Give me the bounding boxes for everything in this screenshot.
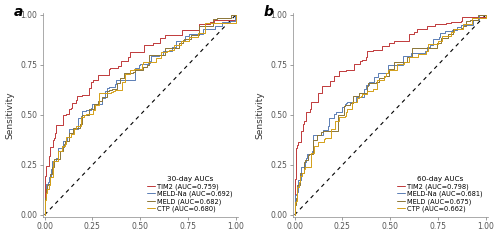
Text: b: b: [264, 5, 274, 19]
Y-axis label: Sensitivity: Sensitivity: [6, 91, 15, 139]
Legend: TIM2 (AUC=0.798), MELD-Na (AUC=0.681), MELD (AUC=0.675), CTP (AUC=0.662): TIM2 (AUC=0.798), MELD-Na (AUC=0.681), M…: [396, 175, 484, 214]
Y-axis label: Sensitivity: Sensitivity: [256, 91, 264, 139]
Text: a: a: [14, 5, 23, 19]
Legend: TIM2 (AUC=0.759), MELD-Na (AUC=0.692), MELD (AUC=0.682), CTP (AUC=0.680): TIM2 (AUC=0.759), MELD-Na (AUC=0.692), M…: [146, 175, 234, 214]
